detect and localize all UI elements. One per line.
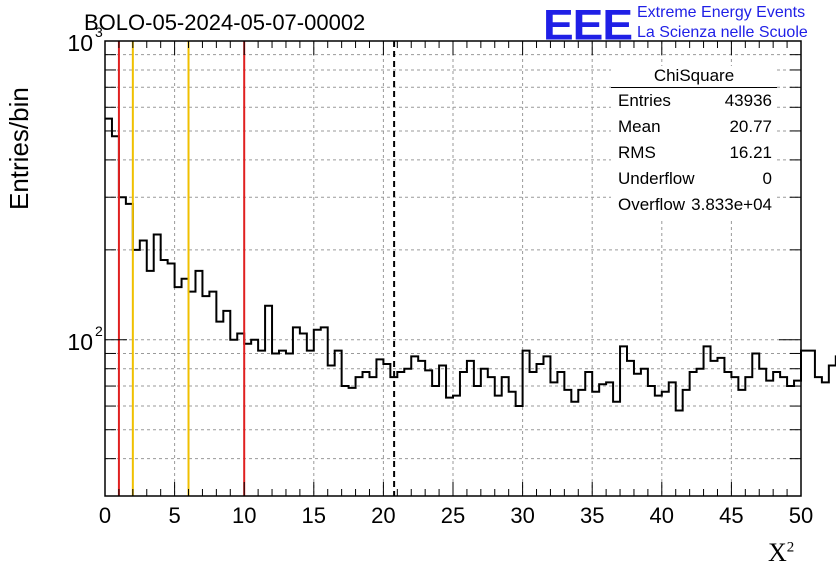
stats-label: Entries (618, 91, 671, 110)
stats-value: 0 (762, 169, 772, 188)
chart-title: BOLO-05-2024-05-07-00002 (84, 10, 366, 35)
x-tick-label: 45 (719, 503, 743, 528)
y-tick-base: 10 (67, 329, 93, 355)
stats-row-mean: Mean 20.77 (611, 114, 777, 140)
y-tick-exponent: 3 (95, 24, 103, 40)
x-tick-label: 35 (580, 503, 604, 528)
x-axis-label: X2 (768, 538, 794, 568)
stats-value: 20.77 (729, 117, 772, 136)
x-tick-label: 10 (232, 503, 256, 528)
stats-value: 16.21 (729, 143, 772, 162)
stats-box: ChiSquare Entries 43936 Mean 20.77 RMS 1… (611, 66, 777, 218)
y-tick-label: 10 (67, 30, 93, 56)
y-tick-base: 10 (67, 30, 93, 56)
x-axis-label-text: X (768, 538, 787, 567)
x-tick-label: 15 (302, 503, 326, 528)
stats-row-overflow: Overflow 3.833e+04 (611, 192, 777, 218)
x-tick-label: 0 (99, 503, 111, 528)
x-tick-label: 5 (168, 503, 180, 528)
y-tick-label: 10 (67, 329, 93, 355)
stats-title: ChiSquare (611, 66, 777, 88)
x-tick-label: 25 (441, 503, 465, 528)
x-tick-label: 20 (371, 503, 395, 528)
x-tick-label: 30 (510, 503, 534, 528)
org-name: Extreme Energy Events (637, 4, 806, 21)
y-axis-label: Entries/bin (4, 87, 34, 210)
stats-value: 3.833e+04 (691, 195, 772, 214)
stats-row-underflow: Underflow 0 (611, 166, 777, 192)
org-subtitle: La Scienza nelle Scuole (637, 24, 808, 41)
x-axis-label-exponent: 2 (786, 539, 795, 556)
y-tick-exponent: 2 (95, 323, 103, 339)
stats-value: 43936 (724, 91, 772, 110)
stats-label: Underflow (618, 169, 695, 188)
stats-label: RMS (618, 143, 656, 162)
stats-row-entries: Entries 43936 (611, 88, 777, 114)
histogram-series (105, 117, 836, 412)
x-tick-label: 50 (789, 503, 813, 528)
stats-label: Mean (618, 117, 661, 136)
stats-label: Overflow (618, 195, 686, 214)
stats-row-rms: RMS 16.21 (611, 140, 777, 166)
eee-logo: EEE (543, 0, 633, 49)
x-tick-label: 40 (650, 503, 674, 528)
